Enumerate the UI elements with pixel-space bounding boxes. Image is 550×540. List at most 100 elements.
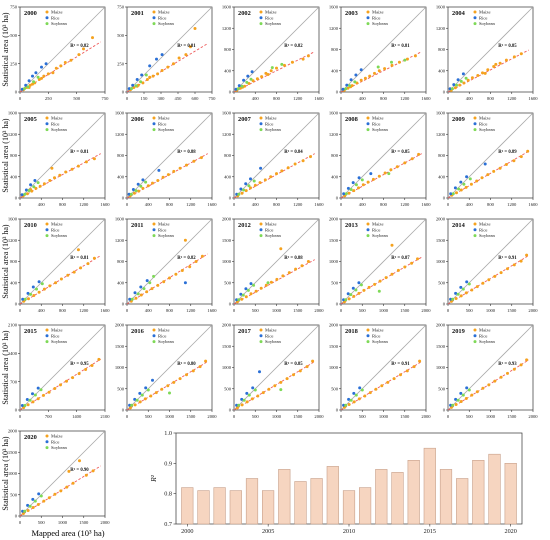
point-rice bbox=[127, 87, 131, 91]
point-rice bbox=[454, 291, 458, 295]
point-maize bbox=[383, 67, 387, 71]
point-rice bbox=[136, 182, 140, 186]
point-rice bbox=[349, 78, 353, 82]
y-tick-label: 1600 bbox=[222, 111, 232, 116]
point-rice bbox=[128, 403, 132, 407]
point-rice bbox=[40, 65, 43, 69]
y-tick-label: 2100 bbox=[8, 323, 18, 328]
point-maize bbox=[275, 172, 278, 176]
point-maize bbox=[46, 72, 50, 76]
point-maize bbox=[481, 281, 485, 285]
point-soybean bbox=[467, 388, 471, 392]
point-soybean bbox=[354, 183, 358, 187]
point-rice bbox=[140, 73, 144, 77]
legend-label-rice: Rice bbox=[158, 121, 166, 126]
legend-marker-maize bbox=[45, 328, 49, 332]
y-axis-title-row-5: Statistical area (10³ ha) bbox=[1, 436, 10, 510]
y-tick-label: 2000 bbox=[115, 323, 125, 328]
x-tick-label: 1200 bbox=[186, 202, 196, 207]
bar-2012 bbox=[375, 469, 388, 525]
point-soybean bbox=[456, 292, 460, 296]
point-rice bbox=[249, 177, 252, 181]
y-tick-label: 1600 bbox=[8, 217, 18, 222]
point-maize bbox=[25, 192, 29, 196]
y-tick-label: 750 bbox=[10, 5, 18, 10]
point-maize bbox=[499, 375, 503, 379]
point-rice bbox=[246, 74, 250, 78]
point-maize bbox=[160, 69, 164, 72]
scatter-panel-2016: 0 500 1000 1500 2000 0 500 1000 1500 2000 2016 Maiz… bbox=[115, 323, 217, 419]
r2-annotation: R² = 0.85 bbox=[498, 43, 517, 49]
panel-year: 2000 bbox=[24, 10, 37, 17]
panel-year: 2019 bbox=[452, 328, 465, 335]
bar-2018 bbox=[472, 459, 485, 525]
legend-marker-soybean bbox=[259, 340, 263, 344]
point-soybean bbox=[135, 398, 139, 402]
legend-label-rice: Rice bbox=[265, 15, 273, 20]
y-tick-label: 500 bbox=[331, 386, 339, 391]
scatter-panel-2018: 0 500 1000 1500 2000 0 500 1000 1500 2000 2018 Maiz… bbox=[329, 323, 431, 419]
point-rice bbox=[461, 72, 465, 76]
point-maize bbox=[143, 397, 147, 401]
x-tick-label: 300 bbox=[158, 96, 166, 101]
point-maize bbox=[390, 243, 394, 247]
point-maize bbox=[59, 64, 63, 68]
legend-marker-maize bbox=[366, 328, 370, 332]
point-maize bbox=[311, 359, 315, 363]
point-maize bbox=[286, 166, 290, 170]
x-tick-label: 0 bbox=[233, 202, 236, 207]
y-tick-label: 1200 bbox=[329, 26, 339, 31]
y-tick-label: 0 bbox=[229, 196, 232, 201]
point-rice bbox=[449, 403, 453, 407]
point-maize bbox=[373, 71, 376, 75]
legend-label-maize: Maize bbox=[479, 328, 490, 333]
point-maize bbox=[389, 168, 393, 172]
point-maize bbox=[301, 57, 305, 61]
y-tick-label: 1000 bbox=[222, 259, 232, 264]
point-maize bbox=[519, 52, 523, 56]
legend-marker-maize bbox=[473, 116, 477, 120]
point-soybean bbox=[28, 398, 32, 402]
point-soybean bbox=[353, 80, 357, 84]
y-tick-label: 1600 bbox=[329, 5, 339, 10]
y-tick-label: 2000 bbox=[8, 429, 18, 434]
point-maize bbox=[363, 76, 367, 80]
point-maize bbox=[305, 365, 309, 369]
point-maize bbox=[141, 186, 145, 190]
scatter-panel-2020: 0 500 1000 1500 2000 0 500 1000 1500 2000 2020 Maiz… bbox=[8, 429, 110, 525]
regression-line bbox=[19, 153, 101, 199]
point-maize bbox=[172, 62, 175, 66]
y-tick-label: 800 bbox=[224, 153, 232, 158]
legend-label-rice: Rice bbox=[51, 121, 59, 126]
regression-line bbox=[447, 49, 529, 93]
point-soybean bbox=[349, 398, 353, 402]
legend-marker-maize bbox=[473, 328, 477, 332]
point-maize bbox=[519, 155, 523, 159]
point-maize bbox=[280, 169, 284, 173]
x-tick-label: 0 bbox=[126, 308, 129, 313]
y-tick-label: 1600 bbox=[222, 5, 232, 10]
point-rice bbox=[351, 181, 355, 185]
x-tick-label: 0 bbox=[447, 414, 450, 419]
y-tick-label: 1200 bbox=[436, 26, 446, 31]
point-maize bbox=[403, 265, 407, 269]
bar-2002 bbox=[213, 487, 226, 525]
point-maize bbox=[59, 277, 63, 281]
point-soybean bbox=[348, 84, 351, 88]
point-maize bbox=[177, 56, 181, 60]
legend-marker-rice bbox=[45, 122, 49, 126]
x-tick-label: 800 bbox=[59, 202, 67, 207]
point-maize bbox=[367, 285, 371, 289]
point-maize bbox=[403, 161, 407, 165]
panel-year: 2001 bbox=[131, 10, 144, 17]
legend-label-soybean: Soybean bbox=[51, 339, 68, 344]
point-soybean bbox=[236, 87, 240, 91]
point-maize bbox=[455, 191, 458, 195]
point-soybean bbox=[464, 76, 468, 80]
point-maize bbox=[352, 294, 356, 298]
panel-year: 2007 bbox=[238, 116, 252, 123]
legend-label-rice: Rice bbox=[372, 121, 380, 126]
x-tick-label: 150 bbox=[141, 96, 149, 101]
point-maize bbox=[146, 184, 150, 188]
